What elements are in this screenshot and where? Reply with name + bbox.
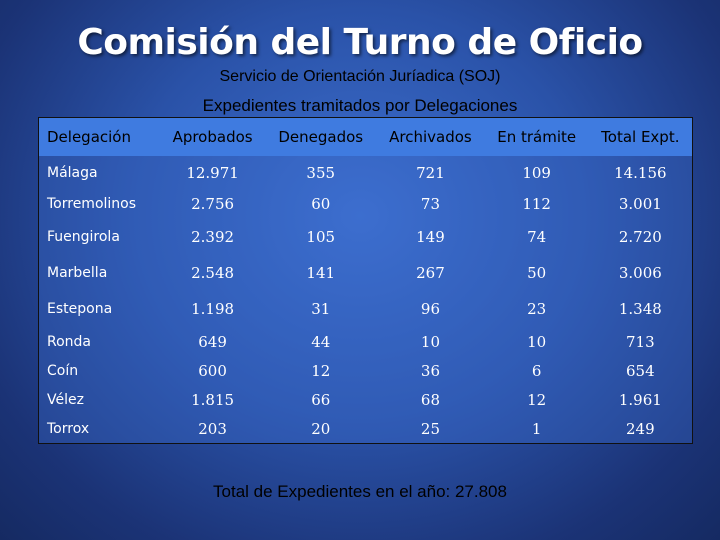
table-row: Marbella 2.548 141 267 50 3.006: [39, 255, 692, 291]
cell-archivados: 721: [416, 163, 445, 182]
cell-aprobados: 12.971: [186, 163, 239, 182]
cell-archivados: 36: [420, 361, 440, 380]
cell-delegacion: Ronda: [47, 333, 92, 350]
cell-aprobados: 203: [198, 419, 227, 438]
subtitle: Servicio de Orientación Juríadica (SOJ): [219, 68, 501, 85]
cell-archivados: 73: [420, 195, 440, 213]
cell-denegados: 12: [311, 361, 331, 380]
cell-denegados: 141: [306, 264, 336, 282]
cell-denegados: 44: [311, 332, 331, 351]
cell-en-tramite: 10: [527, 332, 547, 351]
cell-total: 249: [626, 419, 655, 438]
cell-delegacion: Málaga: [47, 164, 98, 181]
total-expedientes: Total de Expedientes en el año: 27.808: [213, 482, 507, 501]
cell-archivados: 68: [420, 390, 440, 409]
table-row: Estepona 1.198 31 96 23 1.348: [39, 291, 692, 327]
cell-total: 14.156: [614, 163, 667, 182]
header-denegados: Denegados: [265, 118, 377, 156]
cell-denegados: 355: [306, 163, 336, 182]
table-row: Vélez 1.815 66 68 12 1.961: [39, 385, 692, 414]
cell-denegados: 105: [306, 228, 336, 246]
table-row: Torrox 203 20 25 1 249: [39, 414, 692, 443]
table-header-row: Delegación Aprobados Denegados Archivado…: [39, 118, 692, 156]
cell-delegacion: Marbella: [47, 265, 108, 281]
cell-total: 3.001: [618, 195, 662, 213]
cell-en-tramite: 74: [527, 228, 547, 246]
cell-denegados: 31: [311, 300, 331, 318]
header-aprobados: Aprobados: [159, 118, 266, 156]
cell-archivados: 96: [420, 300, 440, 318]
cell-aprobados: 2.392: [191, 228, 235, 246]
table-row: Ronda 649 44 10 10 713: [39, 327, 692, 356]
table-row: Málaga 12.971 355 721 109 14.156: [39, 156, 692, 189]
cell-total: 3.006: [618, 264, 662, 282]
cell-en-tramite: 109: [522, 163, 551, 182]
cell-aprobados: 649: [198, 332, 227, 351]
cell-en-tramite: 112: [522, 195, 551, 213]
cell-archivados: 10: [420, 332, 440, 351]
cell-delegacion: Fuengirola: [47, 229, 120, 245]
cell-aprobados: 2.548: [191, 264, 235, 282]
cell-en-tramite: 1: [531, 419, 542, 438]
table-row: Fuengirola 2.392 105 149 74 2.720: [39, 219, 692, 255]
cell-total: 1.348: [618, 300, 662, 318]
page-title: Comisión del Turno de Oficio: [77, 22, 643, 63]
header-archivados: Archivados: [376, 118, 485, 156]
cell-denegados: 66: [311, 390, 331, 409]
table-container: Delegación Aprobados Denegados Archivado…: [38, 117, 693, 444]
cell-total: 1.961: [618, 390, 662, 409]
cell-denegados: 20: [311, 419, 331, 438]
cell-denegados: 60: [311, 195, 331, 213]
header-total: Total Expt.: [588, 118, 692, 156]
cell-en-tramite: 12: [527, 390, 547, 409]
cell-delegacion: Estepona: [47, 301, 113, 317]
table-row: Coín 600 12 36 6 654: [39, 356, 692, 385]
header-en-tramite: En trámite: [484, 118, 589, 156]
table-caption: Expedientes tramitados por Delegaciones: [202, 96, 518, 115]
cell-aprobados: 600: [198, 361, 227, 380]
cell-delegacion: Vélez: [47, 391, 84, 408]
cell-delegacion: Torremolinos: [47, 196, 137, 212]
cell-total: 654: [626, 361, 655, 380]
cell-archivados: 25: [420, 419, 440, 438]
cell-aprobados: 1.198: [191, 300, 235, 318]
cell-aprobados: 1.815: [191, 390, 235, 409]
cell-delegacion: Torrox: [47, 420, 90, 437]
table-row: Torremolinos 2.756 60 73 112 3.001: [39, 189, 692, 219]
cell-delegacion: Coín: [47, 362, 79, 379]
cell-en-tramite: 23: [527, 300, 547, 318]
cell-archivados: 267: [416, 264, 445, 282]
cell-en-tramite: 50: [527, 264, 547, 282]
delegations-table: Delegación Aprobados Denegados Archivado…: [39, 118, 692, 443]
header-delegacion: Delegación: [39, 118, 160, 156]
cell-total: 713: [626, 332, 655, 351]
cell-total: 2.720: [618, 228, 662, 246]
cell-archivados: 149: [416, 228, 445, 246]
cell-aprobados: 2.756: [191, 195, 235, 213]
cell-en-tramite: 6: [531, 361, 542, 380]
